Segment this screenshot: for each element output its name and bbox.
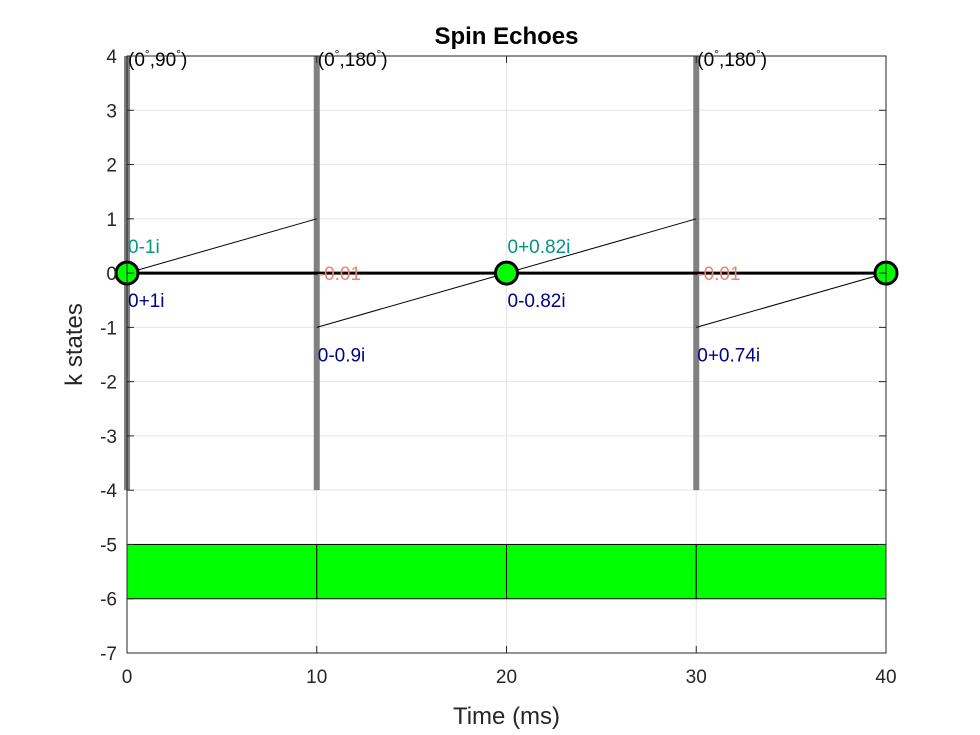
x-tick-label: 20: [496, 667, 517, 688]
gradient-blocks-layer: [126, 543, 887, 600]
chart-title: Spin Echoes: [434, 23, 578, 50]
y-tick-label: 0: [106, 264, 117, 285]
dephasing-path-line: [696, 272, 887, 328]
state-annotation: -0.01: [318, 264, 361, 285]
dephasing-path-line: [506, 218, 697, 274]
state-annotation: 0+0.74i: [697, 346, 760, 367]
x-tick-label: 0: [122, 667, 133, 688]
y-tick-label: -7: [100, 644, 117, 665]
y-tick-label: 4: [106, 47, 117, 68]
dephasing-path-line: [316, 272, 507, 328]
state-annotation: 0-1i: [128, 237, 160, 258]
y-tick-label: -5: [100, 535, 117, 556]
pulse-label: (0°,180°): [318, 47, 388, 71]
state-annotation: 0-0.82i: [508, 291, 566, 312]
y-tick-label: 1: [106, 210, 117, 231]
state-annotation: 0-0.9i: [318, 346, 366, 367]
state-annotation: 0+1i: [128, 291, 164, 312]
x-tick-label: 40: [875, 667, 896, 688]
state-annotation: 0+0.82i: [508, 237, 571, 258]
x-tick-label: 30: [686, 667, 707, 688]
dephasing-path-line: [126, 218, 317, 274]
y-axis-label: k states: [61, 303, 88, 386]
gradient-block: [316, 543, 507, 600]
annotation-layer: 0-1i 0+1i -0.01 0-0.9i 0+0.82i 0-0.82i -0.01 0+…: [128, 47, 767, 367]
gradient-block: [695, 543, 887, 600]
y-tick-label: -4: [100, 481, 117, 502]
ticks-layer: 0 10 20 30 40 -7 -6 -5 -4 -3 -2 -1 0 1 2 3 4: [100, 47, 896, 688]
y-tick-label: -2: [100, 373, 117, 394]
pulse-label: (0°,90°): [128, 47, 187, 71]
y-tick-label: -3: [100, 427, 117, 448]
echo-marker: [494, 260, 519, 286]
y-tick-label: -1: [100, 318, 117, 339]
y-tick-label: -6: [100, 590, 117, 611]
x-axis-label: Time (ms): [453, 703, 560, 730]
y-tick-label: 2: [106, 156, 117, 177]
state-annotation: -0.01: [697, 264, 740, 285]
y-tick-label: 3: [106, 101, 117, 122]
pulse-label: (0°,180°): [697, 47, 767, 71]
gradient-block: [126, 543, 318, 600]
gradient-block: [506, 543, 697, 600]
x-tick-label: 10: [306, 667, 327, 688]
